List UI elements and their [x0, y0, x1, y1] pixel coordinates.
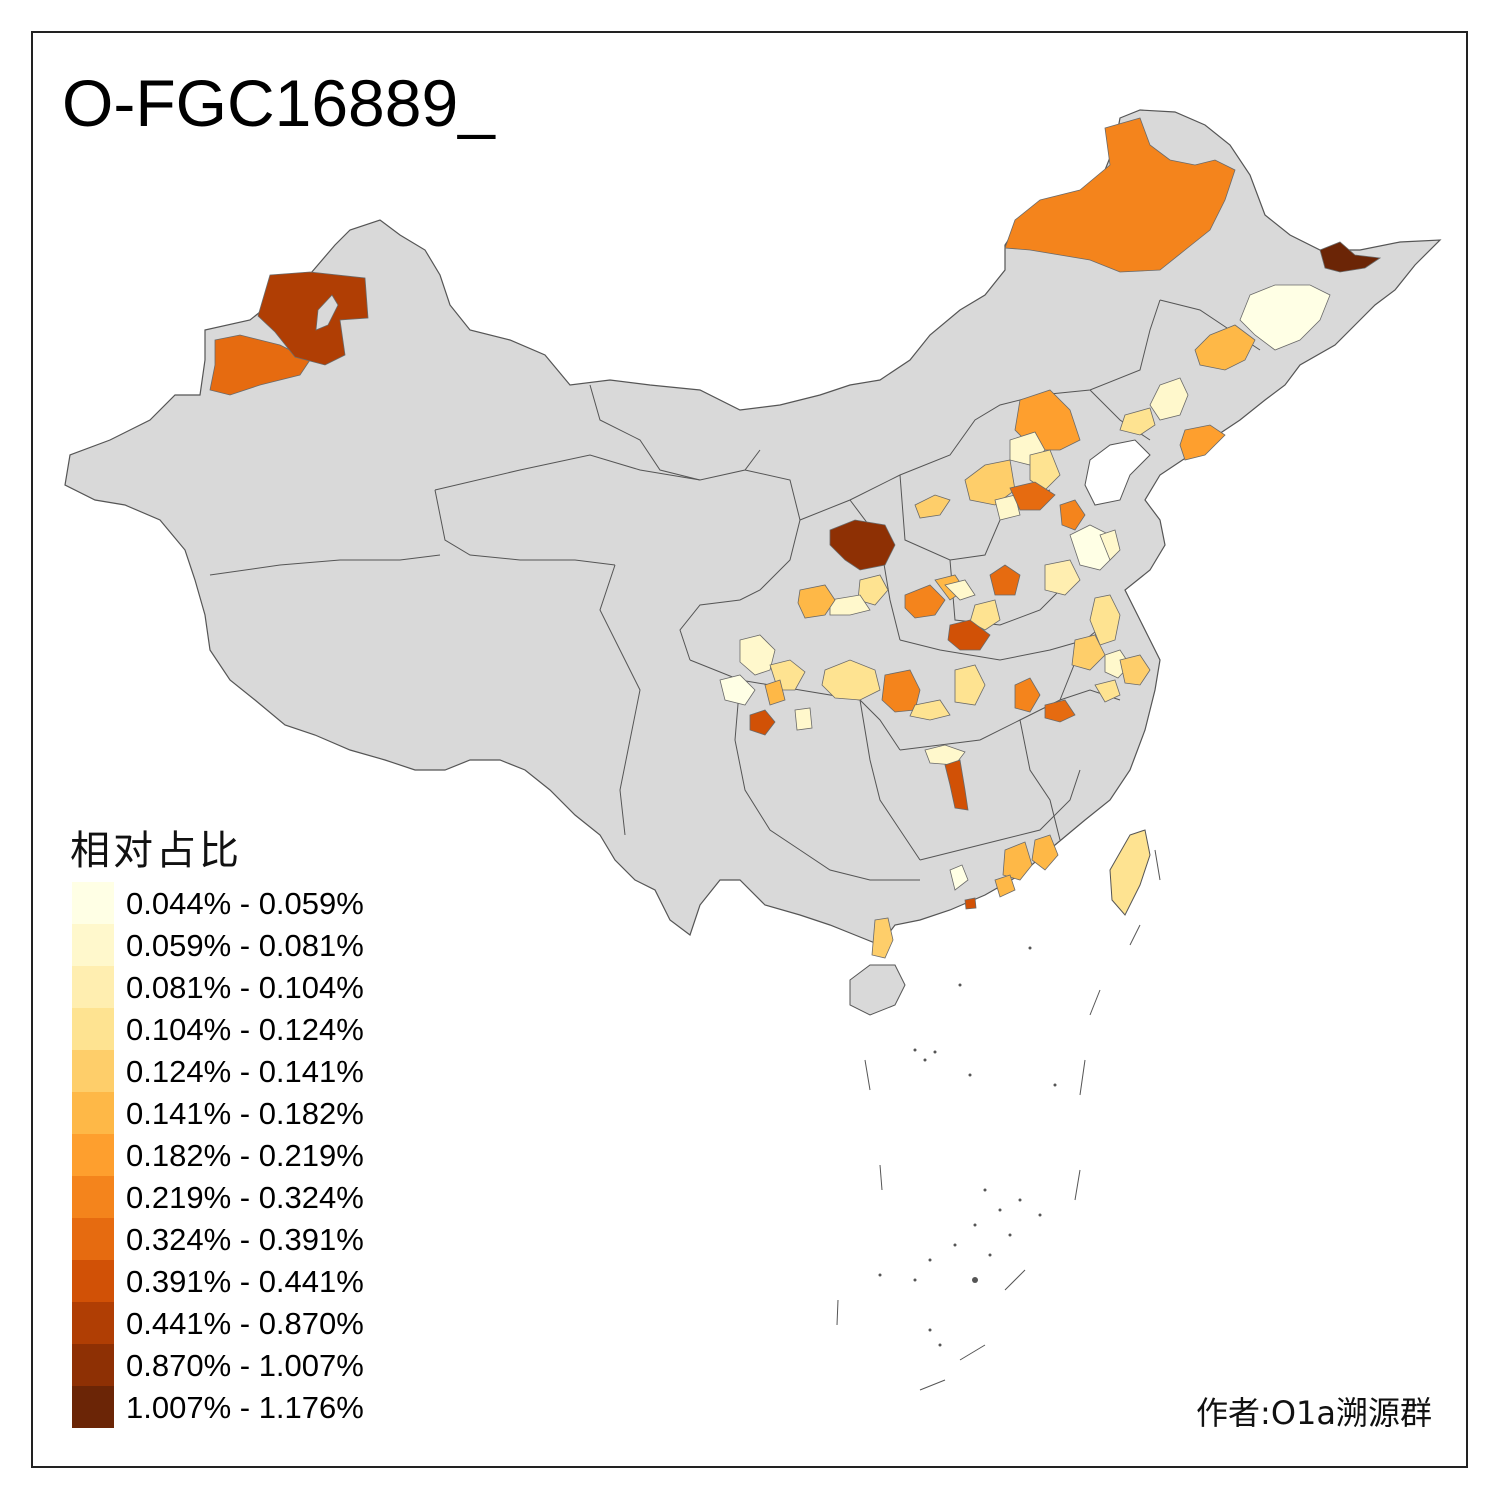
region-ne-heilongjiang — [1319, 241, 1382, 273]
region-jiangsu-n — [1089, 594, 1121, 646]
region-fujian-2 — [1031, 834, 1059, 871]
region-dandong — [1179, 424, 1226, 461]
region-shaanxi-2 — [829, 594, 871, 616]
legend-swatch — [72, 1134, 114, 1176]
region-hubei-3 — [909, 699, 951, 721]
region-guangzhou — [994, 874, 1016, 898]
region-tianjin — [1009, 481, 1056, 511]
bohai-sea — [1084, 439, 1151, 506]
legend-swatch — [72, 1386, 114, 1428]
legend-label: 0.044% - 0.059% — [126, 886, 364, 921]
legend-label: 0.059% - 0.081% — [126, 928, 364, 963]
region-hunan-1 — [924, 744, 966, 766]
region-sichuan-5 — [794, 707, 813, 731]
region-zhejiang-n — [1094, 679, 1121, 703]
china-mainland — [64, 109, 1442, 946]
data-regions — [209, 117, 1382, 959]
legend-swatch — [72, 1176, 114, 1218]
region-sichuan-4 — [764, 679, 786, 706]
region-shanghai — [1119, 654, 1151, 686]
region-hebei-3 — [994, 494, 1021, 521]
hainan-island — [849, 964, 906, 1016]
region-nanyang — [947, 619, 991, 651]
south-china-sea-outline — [836, 849, 1161, 1391]
legend-swatch — [72, 924, 114, 966]
legend-swatch — [72, 1092, 114, 1134]
legend-swatch — [72, 1260, 114, 1302]
region-hebei-1 — [1029, 449, 1061, 491]
region-ordos — [829, 519, 896, 571]
region-ili — [209, 334, 311, 396]
author-credit: 作者:O1a溯源群 — [1196, 1394, 1432, 1432]
region-heilongjiang-2 — [1239, 284, 1331, 351]
legend-label: 0.124% - 0.141% — [126, 1054, 364, 1089]
region-fujian-1 — [1002, 841, 1033, 881]
region-jilin — [1194, 324, 1256, 371]
region-hubei-2 — [954, 664, 986, 706]
legend-swatch — [72, 966, 114, 1008]
legend-label: 0.870% - 1.007% — [126, 1348, 364, 1383]
legend-label: 0.219% - 0.324% — [126, 1180, 364, 1215]
region-jiangsu-2 — [1071, 634, 1106, 671]
legend-label: 1.007% - 1.176% — [126, 1390, 364, 1425]
legend-label: 0.141% - 0.182% — [126, 1096, 364, 1131]
legend-swatch — [72, 1344, 114, 1386]
region-shandong-2 — [1099, 529, 1121, 561]
region-hunan-2 — [944, 759, 969, 811]
legend-swatch — [72, 1050, 114, 1092]
map-title: O-FGC16889_ — [62, 66, 495, 140]
legend-label: 0.182% - 0.219% — [126, 1138, 364, 1173]
region-shanxi-n — [914, 494, 951, 519]
region-chengdu — [749, 709, 776, 736]
legend-swatch — [72, 1218, 114, 1260]
region-sichuan-3 — [719, 674, 756, 706]
legend-label: 0.324% - 0.391% — [126, 1222, 364, 1257]
region-lake-cutout — [315, 294, 339, 331]
region-henan-3 — [969, 599, 1001, 631]
region-guangdong-1 — [949, 864, 969, 891]
region-hulunbuir — [1004, 117, 1236, 273]
region-henan-2 — [944, 579, 976, 601]
island-dots — [878, 946, 1057, 1347]
legend-swatch — [72, 1302, 114, 1344]
region-hefei — [1014, 677, 1041, 713]
region-luoyang — [904, 584, 946, 619]
region-hubei-w — [821, 659, 881, 701]
legend-label: 0.391% - 0.441% — [126, 1264, 364, 1299]
legend-label: 0.081% - 0.104% — [126, 970, 364, 1005]
taiwan-island — [1109, 829, 1151, 916]
region-jinan — [989, 564, 1021, 596]
region-hebei-2 — [964, 459, 1016, 506]
region-gansu — [797, 584, 836, 619]
region-liaoning-2 — [1119, 407, 1156, 436]
region-anhui-s — [1044, 699, 1076, 723]
region-zhanjiang — [871, 917, 894, 959]
legend-title: 相对占比 — [70, 828, 242, 874]
legend-label: 0.104% - 0.124% — [126, 1012, 364, 1047]
region-cangzhou — [1059, 499, 1086, 531]
region-shandong-3 — [1044, 559, 1081, 596]
legend-swatch — [72, 882, 114, 924]
legend-swatch — [72, 1008, 114, 1050]
region-altay-tacheng — [257, 271, 369, 366]
region-guangdong-2 — [964, 897, 977, 910]
region-sichuan-1 — [739, 634, 776, 676]
legend-label: 0.441% - 0.870% — [126, 1306, 364, 1341]
region-liaoning-1 — [1149, 377, 1189, 421]
